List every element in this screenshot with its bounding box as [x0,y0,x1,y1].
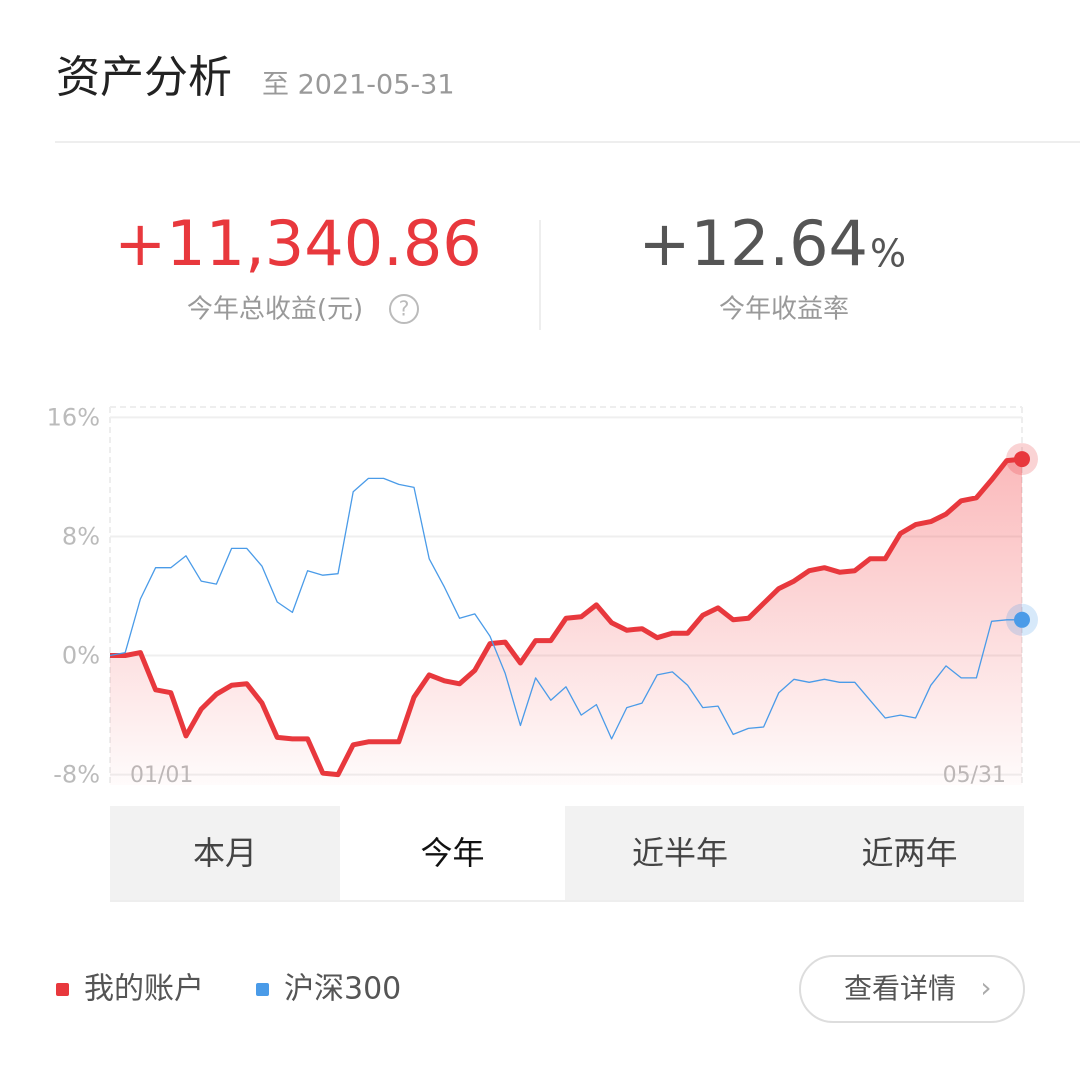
legend-label: 我的账户 [84,972,204,1007]
button-label: 查看详情 [844,972,956,1005]
tab-label: 近两年 [861,834,957,872]
button-icon: › [980,971,991,1004]
tab[interactable] [110,806,340,901]
page-title: 资产分析 [56,52,232,103]
help-text: ? [399,297,410,321]
legend-label: 沪深300 [284,972,401,1007]
tabs: 本月 今年 近半年 近两年 [110,806,1024,902]
y-tick-label: 0% [62,642,100,670]
return-rate-label: 今年收益率 [719,295,849,325]
tab-label: 今年 [420,834,484,872]
tab-label: 近半年 [632,834,728,872]
total-return: +11,340.86 [114,207,482,280]
legend-swatch [56,983,69,996]
legend: 我的账户 沪深300 [56,972,401,1007]
return-rate-unit: % [870,232,906,276]
tab[interactable] [340,806,565,901]
line [110,456,1023,778]
legend-swatch [256,983,269,996]
tab[interactable] [565,806,795,901]
details-button[interactable] [799,955,1025,1023]
help-icon[interactable] [389,294,419,324]
tab-label: 本月 [193,834,257,872]
y-tick-label: -8% [53,761,100,789]
end-point [1014,451,1030,468]
end-point [1014,611,1030,628]
return-rate: +12.64 [639,207,868,280]
y-tick-label: 8% [62,522,100,550]
chart: 16%8%0%-8%01/0105/31 [47,403,1038,789]
line [109,477,1022,740]
total-return-label: 今年总收益(元) [187,295,363,325]
date: 至 2021-05-31 [262,70,455,101]
y-tick-label: 16% [47,403,100,431]
tab[interactable] [795,806,1024,901]
